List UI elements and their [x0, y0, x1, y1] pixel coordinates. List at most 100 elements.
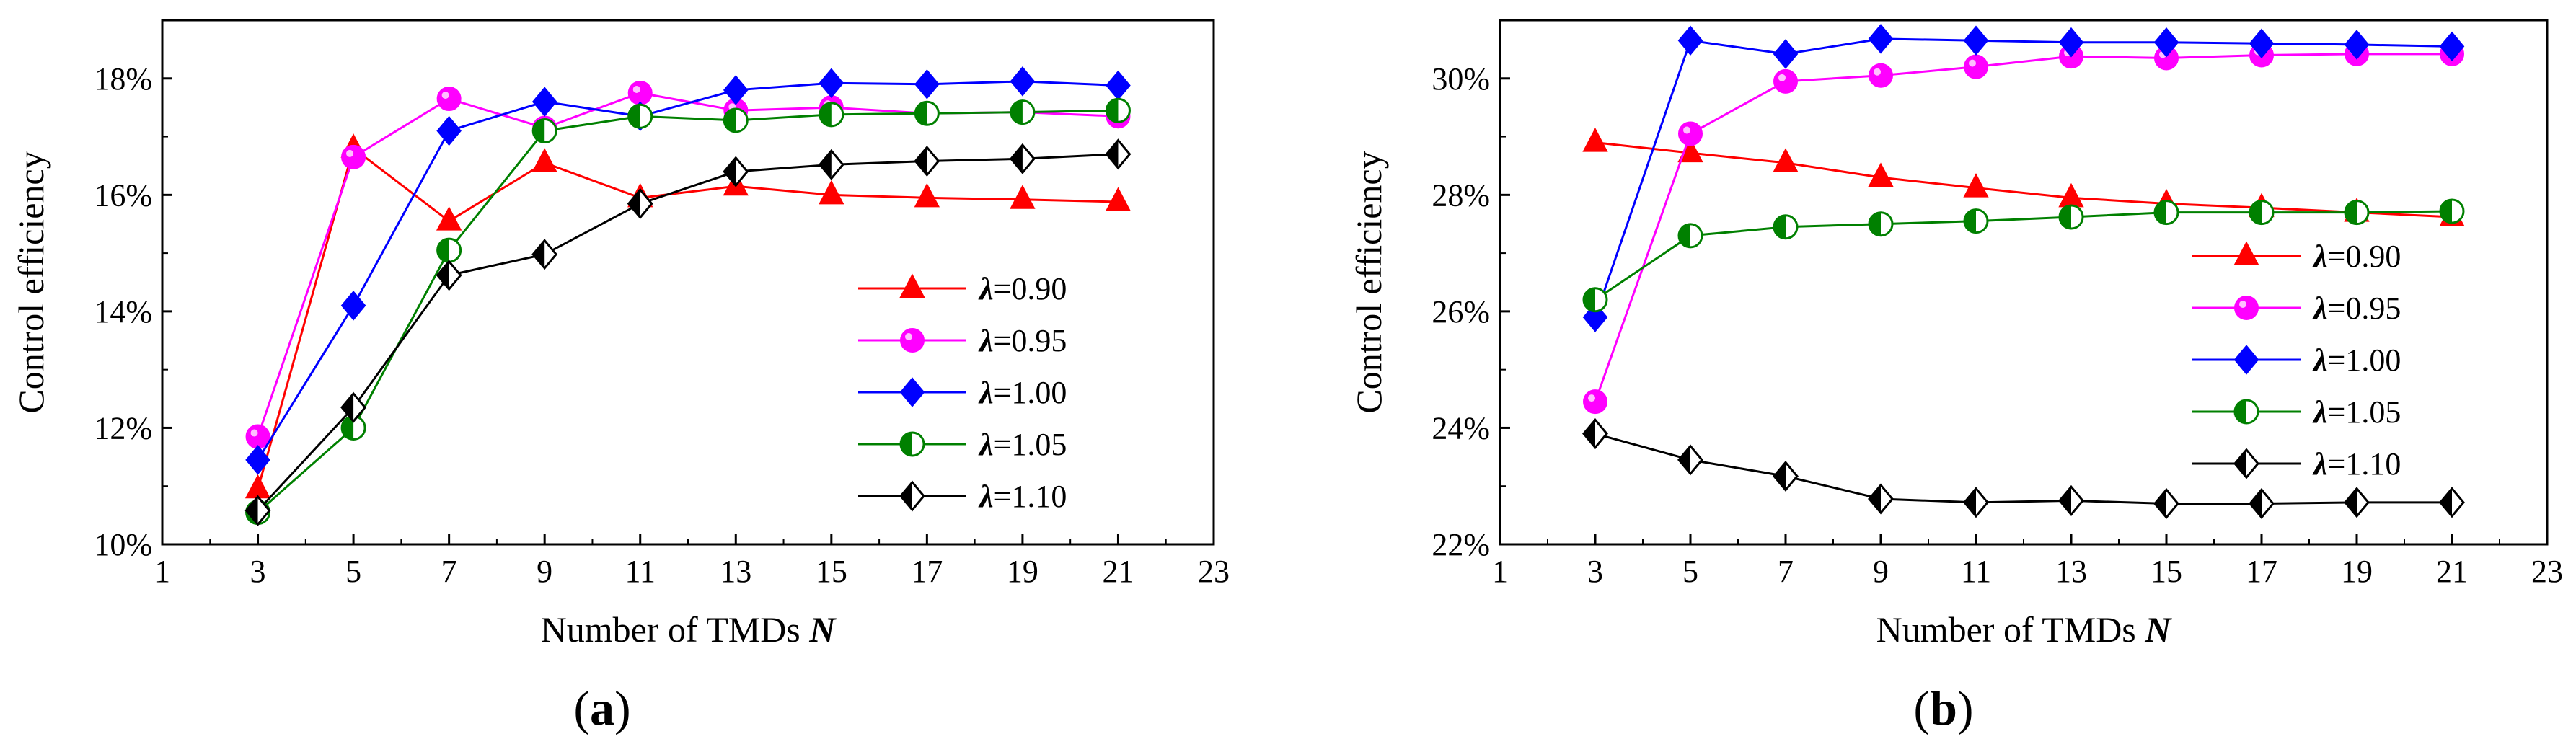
legend-item: λ=1.00	[858, 375, 1067, 410]
data-point-highlight	[1683, 126, 1690, 134]
data-point-highlight	[632, 85, 640, 93]
data-point	[1773, 39, 1799, 69]
data-point	[531, 87, 557, 117]
data-point-highlight	[1969, 59, 1976, 67]
data-point	[2058, 27, 2084, 58]
y-axis-title: Control efficiency	[11, 151, 51, 413]
legend-item: λ=1.05	[2192, 394, 2401, 430]
data-point	[1678, 121, 1703, 146]
data-point	[723, 75, 749, 105]
legend-label: λ=0.95	[2312, 291, 2401, 326]
legend-marker-fill	[901, 433, 912, 456]
data-point-fill	[2440, 488, 2452, 517]
legend-item: λ=1.10	[2192, 446, 2401, 482]
series-line	[1594, 433, 2452, 505]
data-point-fill	[1584, 288, 1595, 311]
x-tick-label: 19	[1007, 554, 1038, 589]
x-tick-label: 21	[1102, 554, 1134, 589]
legend-label: λ=0.90	[978, 271, 1067, 306]
data-point	[914, 69, 940, 99]
panel-b: 1 3 5 7 9 11 13 15 17 19 21 2322%24%26%28%30%Number…	[1349, 19, 2563, 735]
x-tick-label: 5	[1682, 554, 1698, 589]
data-point-highlight	[346, 149, 354, 157]
legend-label: λ=1.10	[2312, 446, 2401, 482]
legend-marker-fill	[2235, 449, 2246, 478]
data-point	[245, 424, 270, 449]
x-tick-label: 19	[2341, 554, 2373, 589]
legend-label: λ=1.05	[978, 427, 1067, 462]
data-point	[2153, 27, 2179, 58]
series-line	[257, 80, 1119, 461]
panel-label: (b)	[1913, 681, 1973, 735]
data-point-fill	[2345, 200, 2357, 224]
data-point	[340, 291, 366, 321]
data-point-fill	[2155, 490, 2166, 518]
x-tick-label: 5	[345, 554, 361, 589]
data-point-fill	[1584, 420, 1595, 448]
x-axis-title: Number of TMDs N	[541, 609, 837, 650]
data-point	[1582, 128, 1608, 152]
series-1	[1582, 128, 2465, 227]
data-point	[436, 87, 462, 112]
data-point-highlight	[250, 429, 258, 437]
data-point	[1010, 66, 1036, 97]
legend-item: λ=1.05	[858, 427, 1067, 462]
y-tick-label: 14%	[94, 294, 152, 329]
data-point	[341, 144, 366, 169]
data-point	[245, 445, 270, 475]
data-point-fill	[1010, 145, 1023, 173]
y-tick-label: 12%	[94, 410, 152, 446]
series-3	[245, 66, 1131, 475]
x-tick-label: 7	[441, 554, 457, 589]
data-point-fill	[246, 496, 258, 525]
legend-marker-highlight	[2239, 301, 2246, 308]
data-point-fill	[2345, 488, 2357, 517]
legend-label: λ=0.90	[2312, 239, 2401, 274]
legend-marker	[900, 328, 925, 353]
data-point-fill	[2250, 490, 2262, 518]
y-tick-label: 10%	[94, 527, 152, 562]
x-tick-label: 13	[2055, 554, 2087, 589]
x-tick-label: 23	[2531, 554, 2563, 589]
x-tick-label: 1	[1492, 554, 1508, 589]
legend-marker	[899, 273, 925, 298]
legend-marker	[2233, 241, 2259, 265]
data-point-fill	[915, 147, 927, 175]
data-point-highlight	[1778, 74, 1786, 81]
x-axis-title: Number of TMDs N	[1876, 609, 2173, 650]
legend-item: λ=0.95	[2192, 291, 2401, 326]
data-point	[2058, 182, 2084, 208]
x-tick-label: 17	[911, 554, 943, 589]
data-point	[1963, 25, 1989, 56]
y-axis-title: Control efficiency	[1349, 151, 1389, 413]
data-point-fill	[533, 240, 545, 268]
data-point-fill	[342, 416, 354, 440]
y-tick-label: 16%	[94, 177, 152, 213]
data-point-fill	[1106, 99, 1119, 123]
data-point-fill	[915, 102, 927, 125]
data-point	[1010, 185, 1036, 209]
data-point	[1105, 187, 1132, 212]
series-line	[1594, 53, 2452, 402]
data-point-fill	[533, 119, 545, 143]
series-line	[1594, 210, 2453, 301]
series-line	[1594, 141, 2453, 218]
x-tick-label: 7	[1778, 554, 1794, 589]
data-point	[1583, 389, 1607, 415]
series-line	[257, 146, 1119, 490]
data-point-fill	[342, 393, 354, 422]
x-tick-label: 3	[1587, 554, 1603, 589]
data-point	[819, 68, 844, 99]
data-point	[1868, 162, 1894, 187]
legend-marker	[2233, 345, 2259, 375]
data-point-fill	[1774, 462, 1786, 490]
y-tick-label: 28%	[1432, 177, 1490, 213]
x-tick-label: 21	[2436, 554, 2468, 589]
series-line	[257, 109, 1119, 513]
data-point-fill	[724, 157, 736, 186]
x-tick-label: 17	[2246, 554, 2277, 589]
data-point-fill	[437, 261, 449, 290]
legend-marker-highlight	[905, 333, 912, 340]
x-tick-label: 1	[154, 554, 170, 589]
data-point-fill	[1679, 224, 1690, 247]
